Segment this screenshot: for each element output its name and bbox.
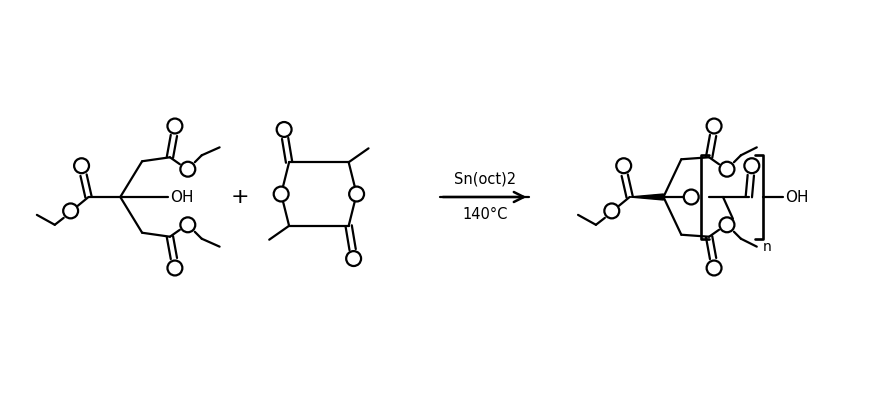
Circle shape	[719, 162, 734, 177]
Text: OH: OH	[785, 190, 808, 204]
Circle shape	[167, 260, 183, 275]
Text: n: n	[762, 240, 771, 254]
Text: OH: OH	[170, 190, 194, 204]
Circle shape	[349, 187, 364, 201]
Polygon shape	[630, 194, 664, 200]
Circle shape	[181, 162, 195, 177]
Text: Sn(oct)2: Sn(oct)2	[454, 172, 516, 187]
Circle shape	[719, 217, 734, 232]
Circle shape	[707, 119, 721, 134]
Circle shape	[167, 119, 183, 134]
Circle shape	[684, 190, 699, 204]
Circle shape	[604, 203, 619, 218]
Text: +: +	[230, 187, 249, 207]
Circle shape	[74, 158, 89, 173]
Circle shape	[744, 158, 759, 173]
Circle shape	[274, 187, 289, 201]
Circle shape	[276, 122, 291, 137]
Circle shape	[617, 158, 631, 173]
Circle shape	[346, 251, 361, 266]
Circle shape	[63, 203, 78, 218]
Text: 140°C: 140°C	[462, 207, 508, 222]
Circle shape	[707, 260, 721, 275]
Circle shape	[181, 217, 195, 232]
